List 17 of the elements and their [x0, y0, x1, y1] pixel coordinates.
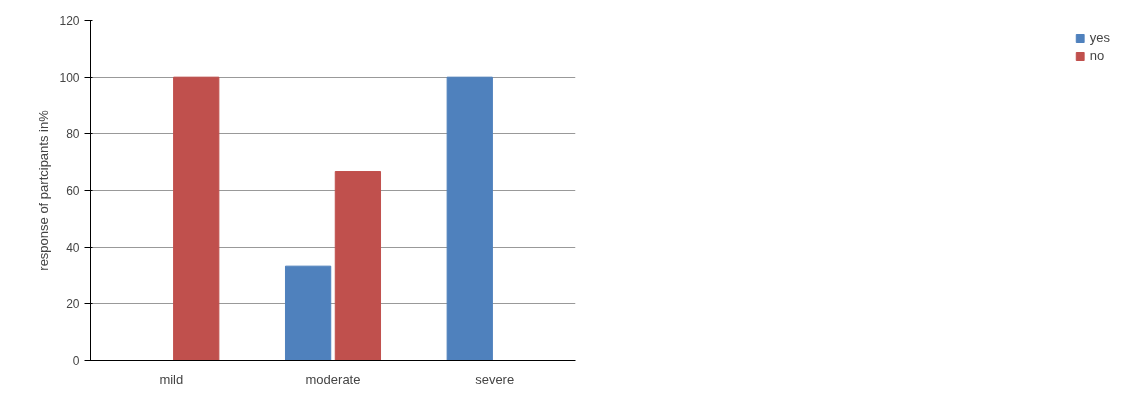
bar [334, 171, 382, 361]
y-tick-label: 20 [66, 297, 80, 312]
x-tick-label: mild [159, 371, 184, 387]
x-tick-label: moderate [305, 371, 361, 387]
x-tick-label: severe [475, 371, 515, 387]
y-axis-title: response of partcipants in% [36, 109, 52, 271]
bar [284, 265, 332, 361]
y-tick-label: 40 [66, 240, 80, 255]
legend-label: yes [1089, 30, 1110, 45]
y-tick-label: 100 [59, 70, 80, 85]
y-tick-label: 0 [72, 354, 80, 368]
legend-label: no [1089, 48, 1106, 63]
y-tick-label: 60 [66, 184, 80, 198]
y-tick-label: 120 [59, 14, 80, 28]
bar [173, 76, 220, 361]
bar [446, 76, 493, 361]
y-tick-label: 80 [66, 127, 80, 142]
